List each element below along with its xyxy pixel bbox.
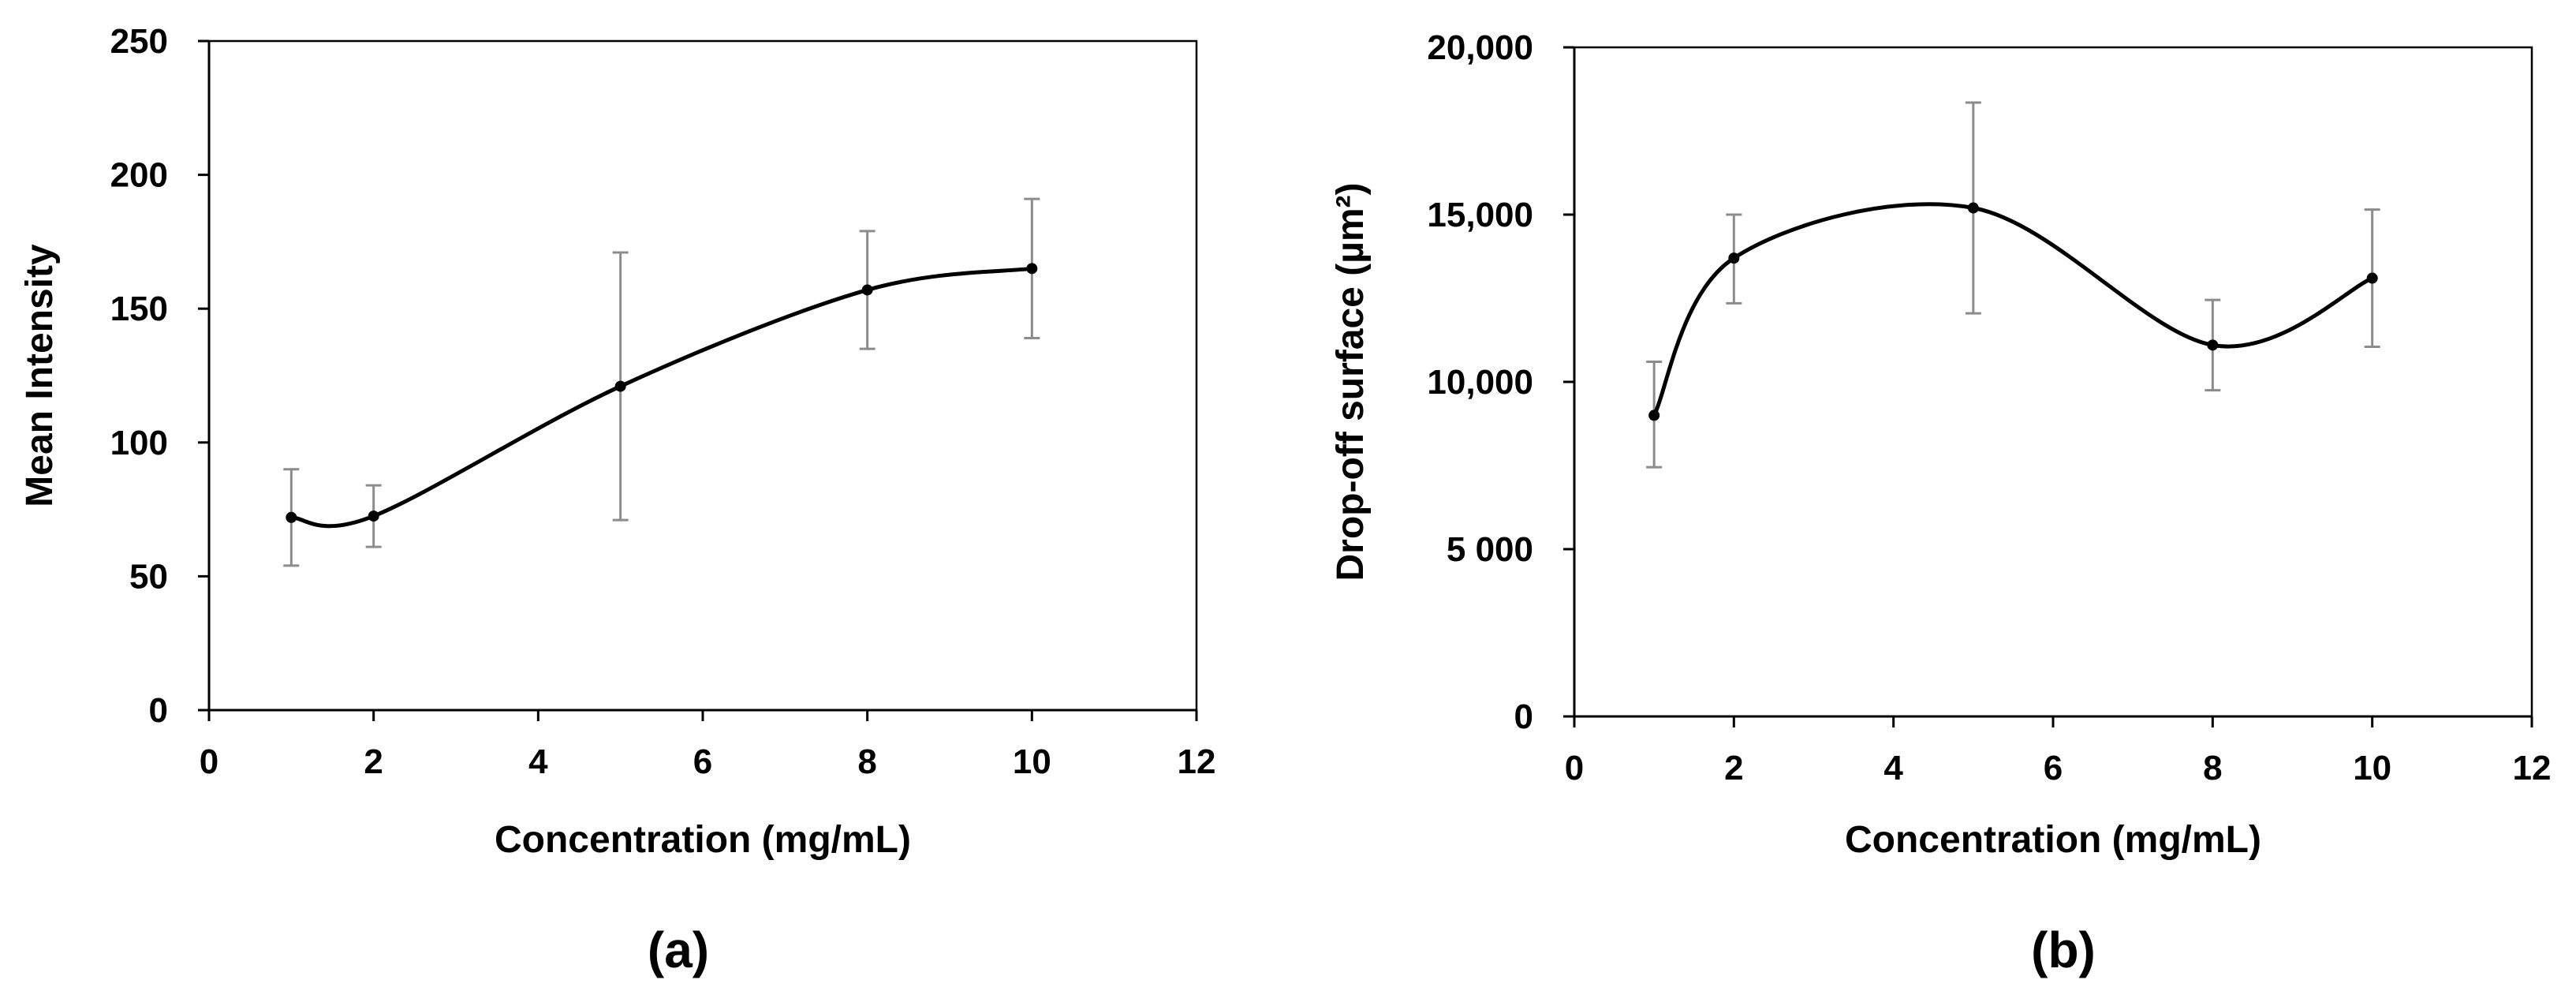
chart-panel-b: 0 2 4 6 8 10 12 0 5 000 10,000 15,000 20,000 Drop-o… — [1330, 28, 2551, 978]
x-tick-label: 6 — [693, 742, 712, 781]
x-tick-label: 2 — [1724, 749, 1743, 787]
plot-frame-b — [1573, 46, 2533, 718]
series-line — [291, 266, 1032, 529]
plot-marks-b: 0 2 4 6 8 10 12 0 5 000 10,000 15,000 20,000 — [1427, 28, 2551, 787]
y-tick-label: 150 — [110, 290, 168, 328]
data-point — [614, 380, 626, 392]
y-tick-label: 0 — [1514, 697, 1533, 736]
data-point — [1648, 410, 1660, 421]
x-axis-title-a: Concentration (mg/mL) — [495, 819, 911, 861]
data-point — [861, 284, 873, 296]
x-tick-label: 8 — [2203, 749, 2222, 787]
y-tick-label: 0 — [149, 691, 168, 730]
panel-label-a: (a) — [648, 922, 709, 978]
y-tick-label: 5 000 — [1447, 530, 1533, 569]
x-tick-label: 12 — [1178, 742, 1216, 781]
x-tick-label: 4 — [1883, 749, 1903, 787]
panel-label-b: (b) — [2031, 922, 2096, 978]
data-point — [1967, 202, 1979, 214]
y-tick-label: 50 — [129, 557, 168, 596]
x-tick-label: 0 — [200, 742, 218, 781]
x-tick-label: 10 — [1013, 742, 1051, 781]
x-tick-label: 2 — [364, 742, 383, 781]
plot-frame-a — [207, 39, 1198, 712]
data-point — [286, 511, 297, 523]
plot-marks-a: 0 2 4 6 8 10 12 0 50 100 150 200 250 — [110, 22, 1216, 781]
y-axis-title-b: Drop-off surface (µm²) — [1330, 183, 1372, 582]
data-point — [2207, 339, 2219, 351]
y-tick-label: 10,000 — [1427, 363, 1533, 402]
y-axis-title-a: Mean Intensity — [19, 244, 61, 507]
x-tick-label: 0 — [1565, 749, 1584, 787]
x-tick-label: 12 — [2513, 749, 2552, 787]
x-tick-label: 6 — [2044, 749, 2063, 787]
y-tick-label: 20,000 — [1427, 28, 1533, 67]
y-tick-label: 250 — [110, 22, 168, 61]
x-axis-title-b: Concentration (mg/mL) — [1845, 819, 2261, 861]
x-tick-label: 4 — [528, 742, 548, 781]
y-tick-label: 15,000 — [1427, 196, 1533, 234]
data-point — [1026, 263, 1038, 275]
y-tick-label: 100 — [110, 424, 168, 462]
x-tick-label: 8 — [857, 742, 876, 781]
y-tick-label: 200 — [110, 156, 168, 195]
series-line — [1652, 202, 2373, 417]
data-point — [1728, 252, 1740, 264]
data-point — [2366, 272, 2378, 284]
data-point — [368, 510, 379, 522]
x-tick-label: 10 — [2353, 749, 2391, 787]
